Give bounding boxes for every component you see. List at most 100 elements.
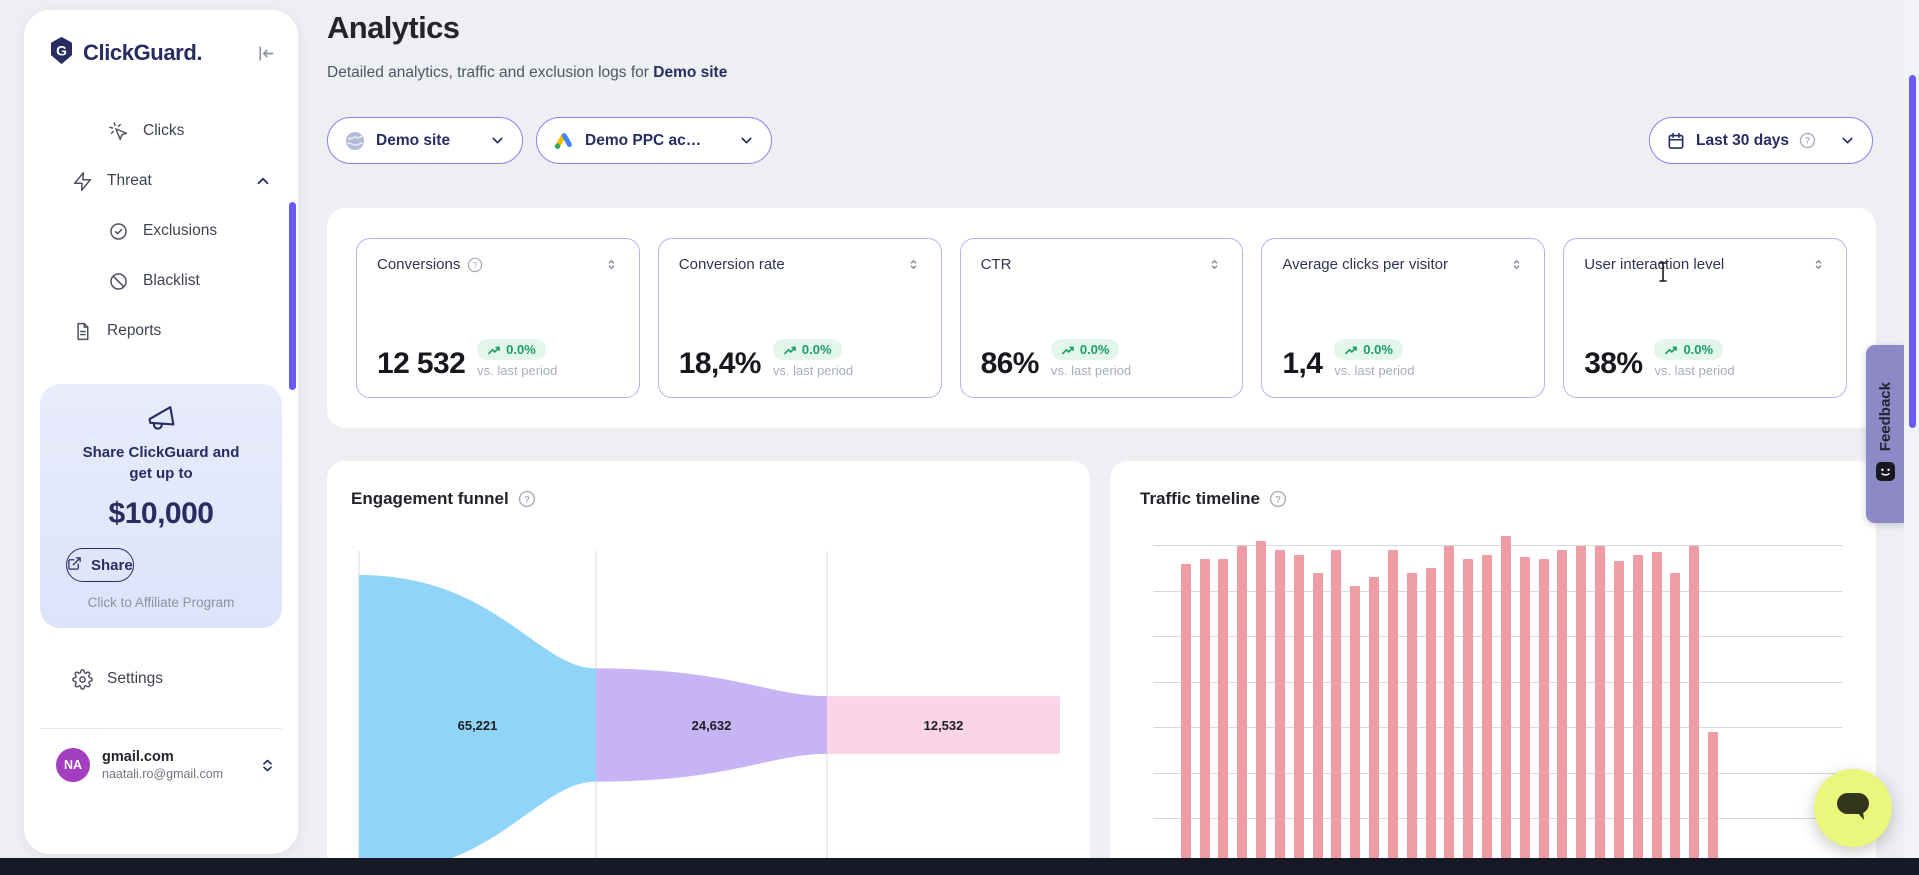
kpi-compare: vs. last period — [772, 363, 854, 378]
svg-text:G: G — [56, 42, 67, 58]
help-icon[interactable]: ? — [518, 490, 536, 508]
feedback-smiley-icon — [1876, 462, 1895, 486]
metric-selector-icon[interactable] — [1811, 257, 1826, 272]
taskbar — [0, 858, 1919, 875]
kpi-delta: 0.0% — [801, 342, 832, 357]
brand-name: ClickGuard. — [83, 40, 203, 65]
ppc-account-filter-dropdown[interactable]: Demo PPC ac… — [536, 117, 772, 164]
sidebar-item-reports[interactable]: Reports — [24, 306, 298, 356]
chat-bubble-icon — [1832, 787, 1874, 830]
account-switcher[interactable]: NA gmail.com naatali.ro@gmail.com — [32, 748, 282, 782]
sidebar-item-threat[interactable]: Threat — [24, 156, 298, 206]
gridline — [1153, 636, 1843, 637]
calendar-icon — [1666, 131, 1686, 151]
sidebar-item-exclusions[interactable]: Exclusions — [24, 206, 298, 256]
funnel-segment — [827, 696, 1060, 754]
kpi-card: CTR 86% 0.0% vs. last period — [959, 238, 1244, 398]
sidebar-item-label: Clicks — [143, 122, 185, 139]
sidebar-scrollbar-thumb[interactable] — [289, 202, 296, 390]
date-range-dropdown[interactable]: Last 30 days ? — [1649, 117, 1873, 164]
sidebar-collapse-icon[interactable] — [255, 43, 276, 64]
traffic-bar — [1632, 554, 1643, 875]
metric-selector-icon[interactable] — [906, 257, 921, 272]
funnel-segment — [359, 575, 596, 875]
cursor-click-icon — [108, 121, 129, 142]
affiliate-promo-card: Share ClickGuard and get up to $10,000 S… — [40, 384, 282, 628]
funnel-value-label: 12,532 — [924, 718, 964, 733]
traffic-bar — [1425, 568, 1436, 875]
share-button[interactable]: Share — [66, 548, 134, 582]
kpi-card: User interaction level 38% 0.0% vs. last pe… — [1563, 238, 1847, 398]
chevron-up-icon[interactable] — [254, 172, 272, 190]
metric-selector-icon[interactable] — [604, 257, 619, 272]
help-icon[interactable]: ? — [467, 257, 483, 273]
kpi-label: Average clicks per visitor — [1282, 256, 1449, 273]
kpi-card: Conversion rate 18,4% 0.0% vs. last period — [657, 238, 942, 398]
page-scrollbar-thumb[interactable] — [1909, 75, 1916, 428]
help-icon[interactable]: ? — [1269, 490, 1287, 508]
page-subtitle: Detailed analytics, traffic and exclusio… — [327, 64, 728, 81]
traffic-timeline-chart — [1140, 530, 1852, 875]
gridline — [1153, 727, 1843, 728]
trend-up-icon — [488, 346, 500, 354]
traffic-bar — [1500, 536, 1511, 875]
traffic-bar — [1651, 552, 1662, 875]
kpi-label: User interaction level — [1584, 256, 1725, 273]
traffic-bar — [1180, 563, 1191, 875]
sidebar-item-clicks[interactable]: Clicks — [24, 106, 298, 156]
kpi-delta-badge: 0.0% — [772, 339, 842, 360]
funnel-value-label: 24,632 — [692, 718, 732, 733]
funnel-segment — [596, 668, 827, 782]
traffic-bar — [1576, 545, 1587, 875]
traffic-bar — [1689, 545, 1700, 875]
sidebar-item-blacklist[interactable]: Blacklist — [24, 256, 298, 306]
kpi-value: 18,4% — [678, 346, 762, 380]
traffic-timeline-card: Traffic timeline ? — [1110, 461, 1876, 875]
kpi-value: 1,4 — [1282, 346, 1323, 380]
site-filter-dropdown[interactable]: Demo site — [327, 117, 523, 164]
promo-amount: $10,000 — [108, 497, 214, 530]
gear-icon — [72, 668, 93, 690]
svg-text:?: ? — [1805, 136, 1811, 146]
feedback-tab[interactable]: Feedback — [1866, 345, 1905, 523]
traffic-bar — [1387, 550, 1398, 875]
kpi-delta: 0.0% — [1079, 342, 1110, 357]
promo-headline: Share ClickGuard and get up to — [82, 444, 240, 482]
chat-widget-button[interactable] — [1814, 769, 1892, 847]
traffic-bar — [1482, 554, 1493, 875]
sidebar-item-label: Blacklist — [143, 272, 200, 289]
traffic-bar — [1406, 572, 1417, 875]
svg-text:?: ? — [524, 494, 530, 505]
kpi-value: 86% — [980, 346, 1040, 380]
metric-selector-icon[interactable] — [1509, 257, 1524, 272]
subtitle-site-name: Demo site — [653, 64, 728, 81]
traffic-bar — [1237, 545, 1248, 875]
kpi-delta-badge: 0.0% — [477, 339, 546, 360]
traffic-bar — [1613, 561, 1624, 875]
clickguard-logo[interactable]: G ClickGuard. — [48, 36, 202, 70]
trend-up-icon — [1061, 346, 1074, 354]
traffic-bar — [1444, 545, 1455, 875]
kpi-value: 12 532 — [377, 346, 466, 380]
gridline — [1153, 545, 1843, 546]
help-icon[interactable]: ? — [1799, 132, 1816, 149]
page-title: Analytics — [327, 10, 460, 45]
funnel-value-label: 65,221 — [458, 718, 498, 733]
kpi-delta-badge: 0.0% — [1050, 339, 1120, 360]
text-cursor — [1656, 261, 1670, 288]
chevron-down-icon — [489, 132, 506, 149]
traffic-bar — [1670, 572, 1681, 875]
engagement-funnel-chart: 65,221 24,632 12,532 — [358, 551, 1060, 875]
sidebar-item-settings[interactable]: Settings — [24, 654, 298, 704]
svg-text:?: ? — [1275, 494, 1281, 505]
metric-selector-icon[interactable] — [1207, 257, 1222, 272]
kpi-compare: vs. last period — [1050, 363, 1132, 378]
external-link-icon — [67, 556, 82, 575]
traffic-bar — [1199, 559, 1210, 875]
kpi-delta-badge: 0.0% — [1334, 339, 1403, 360]
traffic-bar — [1595, 545, 1606, 875]
kpi-label: Conversion rate — [678, 256, 785, 273]
kpi-label: Conversions — [377, 256, 461, 273]
promo-caption[interactable]: Click to Affiliate Program — [87, 595, 235, 610]
